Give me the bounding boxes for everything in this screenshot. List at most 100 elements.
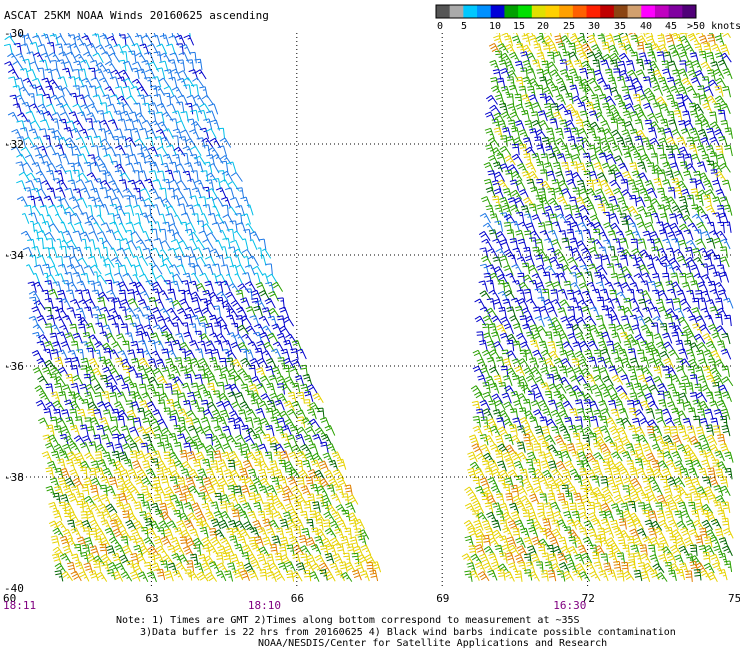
wind-barb — [608, 323, 617, 336]
wind-barb — [111, 256, 123, 267]
wind-barb — [488, 400, 498, 412]
wind-barb — [476, 512, 489, 522]
wind-barb — [329, 562, 340, 574]
wind-barb — [201, 502, 211, 515]
wind-barb — [137, 493, 145, 506]
wind-barb — [617, 60, 627, 73]
wind-barb — [226, 161, 237, 173]
wind-barb — [520, 527, 530, 539]
wind-barb — [510, 170, 523, 181]
wind-barb — [129, 486, 141, 497]
wind-barb — [77, 316, 90, 327]
wind-barb — [469, 461, 482, 472]
wind-barb — [190, 314, 201, 327]
wind-barb — [691, 477, 702, 489]
wind-barb — [318, 460, 330, 472]
wind-barb — [701, 230, 712, 242]
wind-barb — [544, 78, 557, 89]
wind-barb — [46, 187, 56, 199]
wind-barb — [191, 502, 203, 513]
wind-barb — [692, 297, 700, 310]
wind-barb — [144, 94, 154, 106]
wind-barb — [190, 291, 202, 302]
wind-barb — [94, 451, 103, 463]
legend-label: 20 — [537, 21, 549, 32]
wind-barb — [499, 145, 512, 156]
wind-barb — [528, 467, 537, 480]
wind-barb — [230, 341, 242, 353]
wind-barb — [685, 239, 698, 250]
wind-barb — [538, 340, 549, 352]
wind-barb — [588, 400, 600, 412]
wind-barb — [531, 536, 542, 548]
wind-barb — [226, 228, 235, 241]
wind-barb — [533, 458, 542, 471]
wind-barb — [676, 289, 687, 301]
wind-barb — [592, 486, 604, 498]
wind-barb — [106, 374, 118, 386]
legend-swatch — [641, 5, 656, 18]
wind-barb — [588, 246, 600, 258]
wind-barb — [635, 486, 647, 498]
wind-barb — [660, 262, 668, 275]
wind-barb — [563, 554, 575, 565]
wind-barb — [165, 383, 173, 395]
wind-barb — [639, 187, 650, 199]
wind-barb — [59, 245, 68, 258]
wind-barb — [303, 434, 314, 446]
wind-barb — [254, 426, 267, 437]
wind-barb — [117, 409, 130, 420]
wind-barb — [227, 493, 239, 505]
wind-barb — [266, 484, 278, 496]
wind-barb — [63, 435, 76, 446]
wind-barb — [167, 459, 177, 471]
wind-barb — [90, 161, 101, 173]
wind-barb — [59, 535, 70, 547]
wind-barb — [668, 322, 677, 334]
wind-barb — [227, 485, 236, 497]
wind-barb — [527, 545, 538, 556]
wind-barb — [514, 570, 523, 582]
wind-barb — [469, 495, 481, 506]
wind-barb — [237, 283, 250, 293]
wind-barb — [59, 111, 71, 123]
wind-barb — [69, 468, 80, 480]
wind-barb — [86, 347, 94, 360]
wind-barb — [62, 484, 74, 496]
wind-barb — [556, 103, 569, 114]
wind-barb — [209, 137, 221, 149]
wind-barb — [576, 460, 585, 472]
wind-barb — [642, 562, 655, 573]
wind-barb — [537, 110, 548, 122]
wind-barb — [662, 179, 672, 191]
wind-barb — [545, 111, 556, 122]
wind-barb — [180, 221, 188, 234]
wind-barb — [41, 451, 53, 462]
wind-barb — [190, 84, 199, 96]
wind-barb — [572, 341, 583, 353]
wind-barb — [184, 246, 195, 258]
wind-barb — [660, 118, 670, 131]
wind-barb — [117, 281, 129, 292]
wind-barb — [647, 112, 659, 124]
wind-barb — [72, 477, 85, 488]
wind-barb — [665, 136, 678, 147]
wind-barb — [80, 511, 89, 523]
wind-barb — [62, 529, 74, 540]
wind-barb — [655, 341, 668, 352]
wind-barb — [510, 189, 523, 200]
wind-barb — [208, 291, 221, 302]
wind-barb — [172, 484, 183, 496]
wind-barb — [31, 306, 42, 317]
wind-barb — [289, 494, 300, 506]
wind-barb — [104, 129, 115, 141]
wind-barb — [111, 135, 120, 148]
wind-barb — [35, 399, 47, 411]
wind-barb — [125, 162, 136, 174]
wind-barb — [646, 187, 658, 199]
wind-barb — [141, 349, 153, 361]
wind-barb — [713, 501, 723, 513]
wind-barb — [587, 501, 596, 514]
wind-barb — [499, 239, 510, 250]
wind-barb — [623, 94, 634, 106]
